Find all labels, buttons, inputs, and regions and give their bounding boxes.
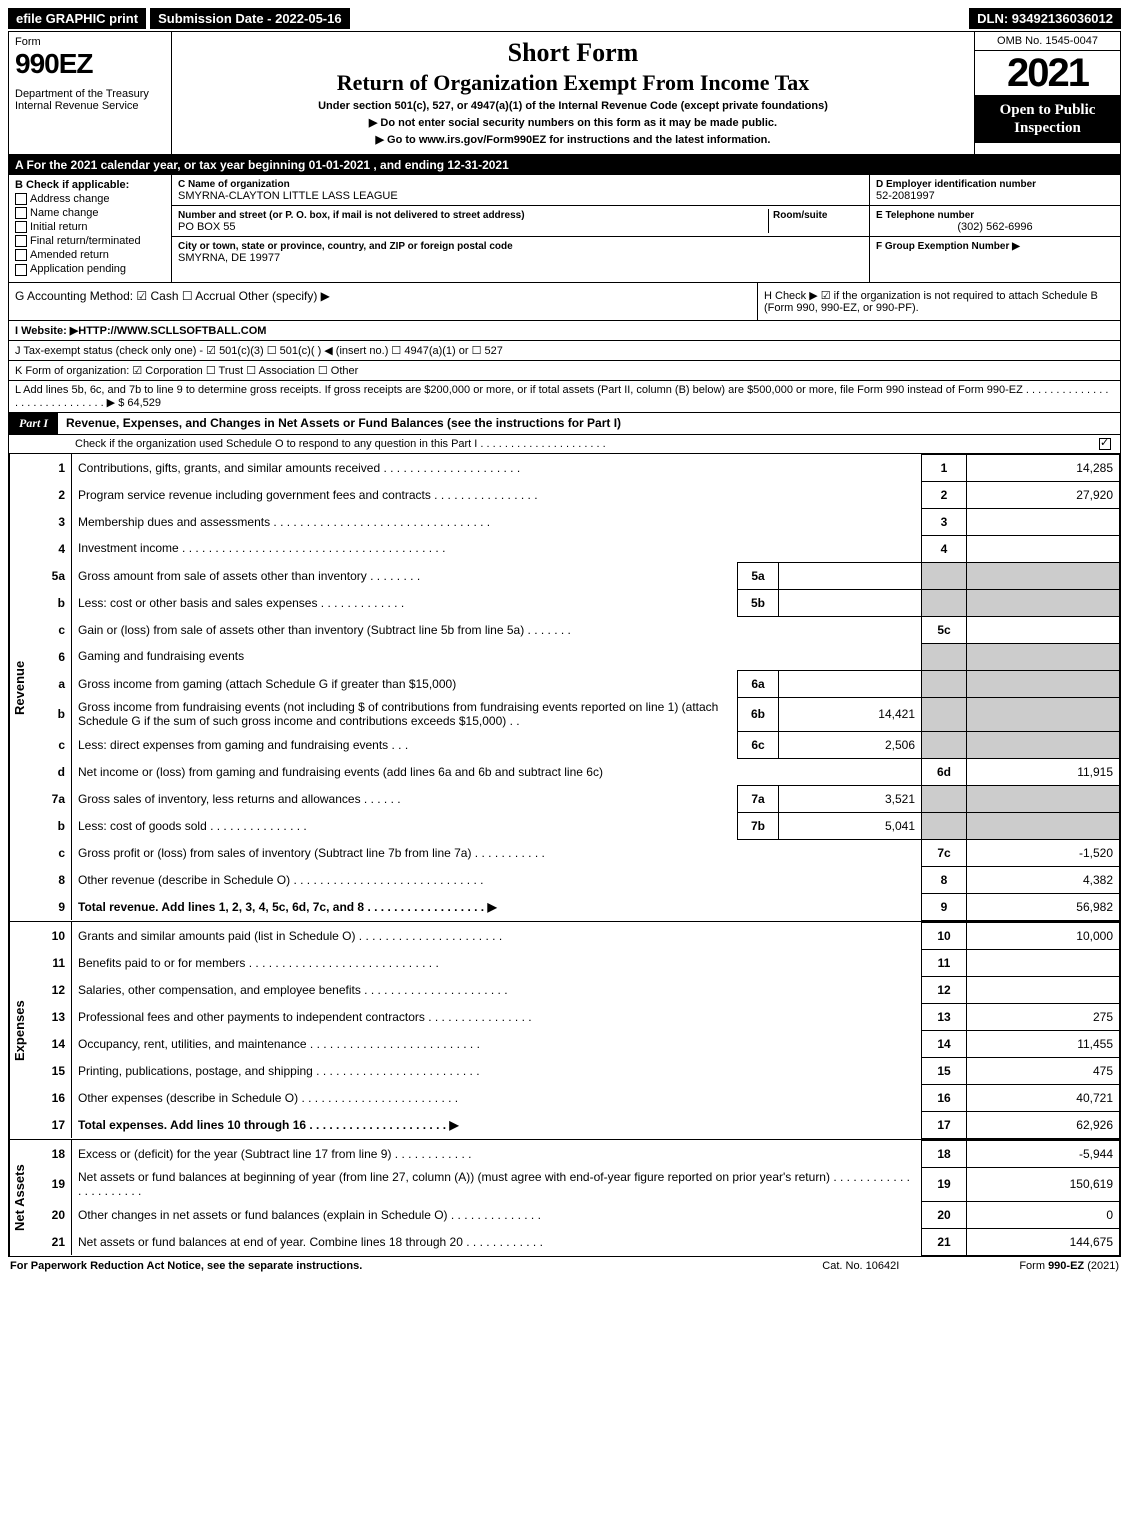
b-label: B Check if applicable: [15, 179, 165, 191]
row-k: K Form of organization: ☑ Corporation ☐ … [9, 361, 1120, 381]
l9-val: 56,982 [967, 893, 1120, 920]
l6b-val: 14,421 [779, 697, 922, 731]
l2-val: 27,920 [967, 481, 1120, 508]
efile-label: efile GRAPHIC print [8, 8, 146, 29]
l14-val: 11,455 [967, 1030, 1120, 1057]
tax-year: 2021 [975, 51, 1120, 95]
row-h: H Check ▶ ☑ if the organization is not r… [757, 283, 1120, 320]
l7b-val: 5,041 [779, 812, 922, 839]
footer-right: Form 990-EZ (2021) [1019, 1260, 1119, 1272]
submission-date: Submission Date - 2022-05-16 [150, 8, 350, 29]
omb: OMB No. 1545-0047 [975, 32, 1120, 51]
side-revenue: Revenue [9, 454, 29, 921]
sub3: ▶ Go to www.irs.gov/Form990EZ for instru… [180, 133, 966, 146]
footer-center: Cat. No. 10642I [822, 1260, 899, 1272]
l10-val: 10,000 [967, 922, 1120, 949]
netassets-table: 18Excess or (deficit) for the year (Subt… [29, 1140, 1120, 1256]
chk-amended[interactable]: Amended return [15, 249, 165, 261]
row-a: A For the 2021 calendar year, or tax yea… [9, 155, 1120, 175]
part1-checkbox[interactable] [1099, 438, 1111, 450]
chk-address-change[interactable]: Address change [15, 193, 165, 205]
row-j: J Tax-exempt status (check only one) - ☑… [9, 341, 1120, 361]
l7c-val: -1,520 [967, 839, 1120, 866]
c-street-lbl: Number and street (or P. O. box, if mail… [178, 210, 525, 221]
l17-val: 62,926 [967, 1111, 1120, 1138]
row-l: L Add lines 5b, 6c, and 7b to line 9 to … [9, 381, 1120, 413]
revenue-table: 1Contributions, gifts, grants, and simil… [29, 454, 1120, 921]
l16-val: 40,721 [967, 1084, 1120, 1111]
header-center: Short Form Return of Organization Exempt… [172, 32, 974, 154]
form-container: Form 990EZ Department of the Treasury In… [8, 31, 1121, 1257]
ein: 52-2081997 [876, 190, 935, 202]
l1-val: 14,285 [967, 454, 1120, 481]
col-b: B Check if applicable: Address change Na… [9, 175, 172, 282]
header-right: OMB No. 1545-0047 2021 Open to Public In… [974, 32, 1120, 154]
row-g: G Accounting Method: ☑ Cash ☐ Accrual Ot… [9, 283, 757, 320]
l6d-val: 11,915 [967, 758, 1120, 785]
sub1: Under section 501(c), 527, or 4947(a)(1)… [180, 100, 966, 112]
inspection-box: Open to Public Inspection [975, 95, 1120, 143]
l12-val [967, 976, 1120, 1003]
l15-val: 475 [967, 1057, 1120, 1084]
part1-title: Revenue, Expenses, and Changes in Net As… [58, 413, 1120, 433]
org-name: SMYRNA-CLAYTON LITTLE LASS LEAGUE [178, 190, 398, 202]
chk-final-return[interactable]: Final return/terminated [15, 235, 165, 247]
l20-val: 0 [967, 1201, 1120, 1228]
org-street: PO BOX 55 [178, 221, 235, 233]
row-i: I Website: ▶HTTP://WWW.SCLLSOFTBALL.COM [9, 321, 1120, 341]
f-lbl: F Group Exemption Number ▶ [876, 241, 1020, 252]
chk-name-change[interactable]: Name change [15, 207, 165, 219]
footer-left: For Paperwork Reduction Act Notice, see … [10, 1260, 822, 1272]
chk-pending[interactable]: Application pending [15, 263, 165, 275]
form-word: Form [15, 36, 165, 48]
dept: Department of the Treasury Internal Reve… [15, 88, 165, 112]
chk-initial-return[interactable]: Initial return [15, 221, 165, 233]
l19-val: 150,619 [967, 1167, 1120, 1201]
phone: (302) 562-6996 [876, 221, 1114, 233]
e-lbl: E Telephone number [876, 210, 974, 221]
l6c-val: 2,506 [779, 731, 922, 758]
side-netassets: Net Assets [9, 1140, 29, 1256]
l18-val: -5,944 [967, 1140, 1120, 1167]
l11-val [967, 949, 1120, 976]
part1-sub: Check if the organization used Schedule … [9, 435, 1120, 454]
part1-header: Part I Revenue, Expenses, and Changes in… [9, 413, 1120, 435]
l3-val [967, 508, 1120, 535]
header-left: Form 990EZ Department of the Treasury In… [9, 32, 172, 154]
org-city: SMYRNA, DE 19977 [178, 252, 280, 264]
side-expenses: Expenses [9, 922, 29, 1139]
title-return: Return of Organization Exempt From Incom… [180, 70, 966, 96]
sub2: ▶ Do not enter social security numbers o… [180, 116, 966, 129]
c-city-lbl: City or town, state or province, country… [178, 241, 513, 252]
form-number: 990EZ [15, 48, 165, 80]
l4-val [967, 535, 1120, 562]
l13-val: 275 [967, 1003, 1120, 1030]
d-lbl: D Employer identification number [876, 179, 1036, 190]
expenses-table: 10Grants and similar amounts paid (list … [29, 922, 1120, 1139]
l7a-val: 3,521 [779, 785, 922, 812]
part1-label: Part I [9, 413, 58, 434]
dln: DLN: 93492136036012 [969, 8, 1121, 29]
l5c-val [967, 616, 1120, 643]
c-name-lbl: C Name of organization [178, 179, 290, 190]
l21-val: 144,675 [967, 1228, 1120, 1255]
col-c: C Name of organization SMYRNA-CLAYTON LI… [172, 175, 869, 282]
footer: For Paperwork Reduction Act Notice, see … [8, 1257, 1121, 1275]
room-lbl: Room/suite [773, 210, 827, 221]
title-short-form: Short Form [180, 38, 966, 68]
col-def: D Employer identification number 52-2081… [869, 175, 1120, 282]
l8-val: 4,382 [967, 866, 1120, 893]
